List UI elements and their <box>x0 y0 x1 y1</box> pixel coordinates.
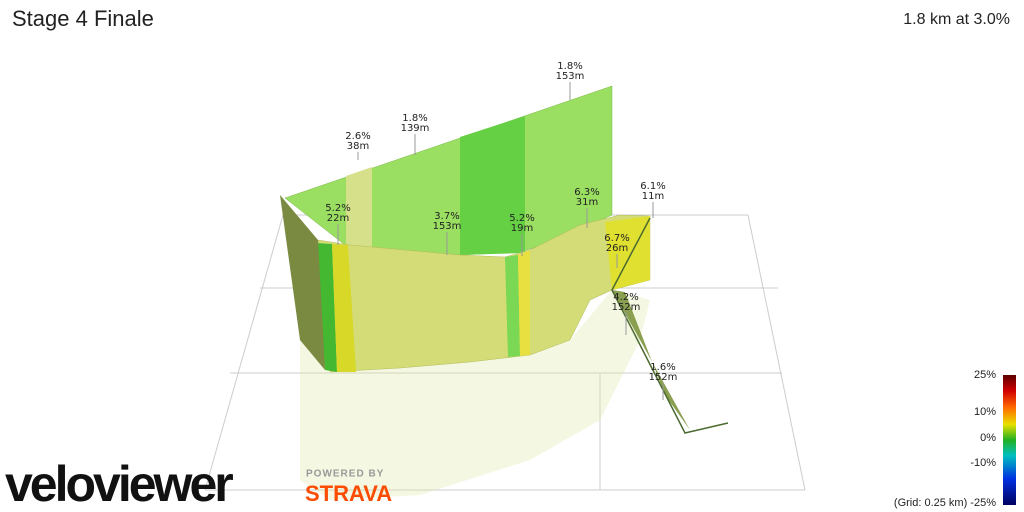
segment-length: 38m <box>347 141 369 152</box>
back-stripe <box>346 167 372 247</box>
segment-length: 152m <box>612 302 641 313</box>
segment-length: 31m <box>576 197 598 208</box>
color-scale <box>1003 375 1016 505</box>
back-stripe <box>460 116 525 255</box>
segment-grade: 6.1% <box>640 181 665 192</box>
segment-length: 153m <box>556 71 585 82</box>
title: Stage 4 Finale <box>12 6 154 31</box>
segment-grade: 1.8% <box>402 113 427 124</box>
segment-grade: 6.3% <box>574 187 599 198</box>
segment-length: 19m <box>511 223 533 234</box>
segment-grade: 1.6% <box>650 362 675 373</box>
segment-grade: 1.8% <box>557 61 582 72</box>
logo-brand: veloviewer <box>5 456 233 512</box>
scale-label: (Grid: 0.25 km) -25% <box>894 497 996 509</box>
descent-line <box>611 217 729 434</box>
segment-length: 139m <box>401 123 430 134</box>
segment-grade: 5.2% <box>509 213 534 224</box>
scale-label: 0% <box>980 432 996 444</box>
scale-label: 25% <box>974 369 996 381</box>
summary: 1.8 km at 3.0% <box>903 11 1010 28</box>
segment-grade: 4.2% <box>613 292 638 303</box>
segment-grade: 6.7% <box>604 233 629 244</box>
scale-label: 10% <box>974 406 996 418</box>
segment-length: 22m <box>327 213 349 224</box>
descent-ribbon <box>612 290 690 430</box>
segment-grade: 5.2% <box>325 203 350 214</box>
profile <box>280 85 729 434</box>
segment-length: 11m <box>642 191 664 202</box>
segment-grade: 2.6% <box>345 131 370 142</box>
front-stripe <box>505 255 520 357</box>
logo-partner: STRAVA <box>305 481 392 506</box>
front-stripe <box>316 243 337 372</box>
segment-length: 153m <box>433 221 462 232</box>
logo-powered: POWERED BY <box>306 469 384 480</box>
segment-length: 152m <box>649 372 678 383</box>
front-stripe <box>518 250 530 356</box>
scale-label: -10% <box>970 457 996 469</box>
end-face <box>280 195 325 370</box>
front-stripe <box>332 244 356 372</box>
scale-labels: 25% 10% 0% -10% (Grid: 0.25 km) -25% <box>894 369 996 509</box>
segment-grade: 3.7% <box>434 211 459 222</box>
segment-length: 26m <box>606 243 628 254</box>
front-stripe <box>605 216 650 290</box>
